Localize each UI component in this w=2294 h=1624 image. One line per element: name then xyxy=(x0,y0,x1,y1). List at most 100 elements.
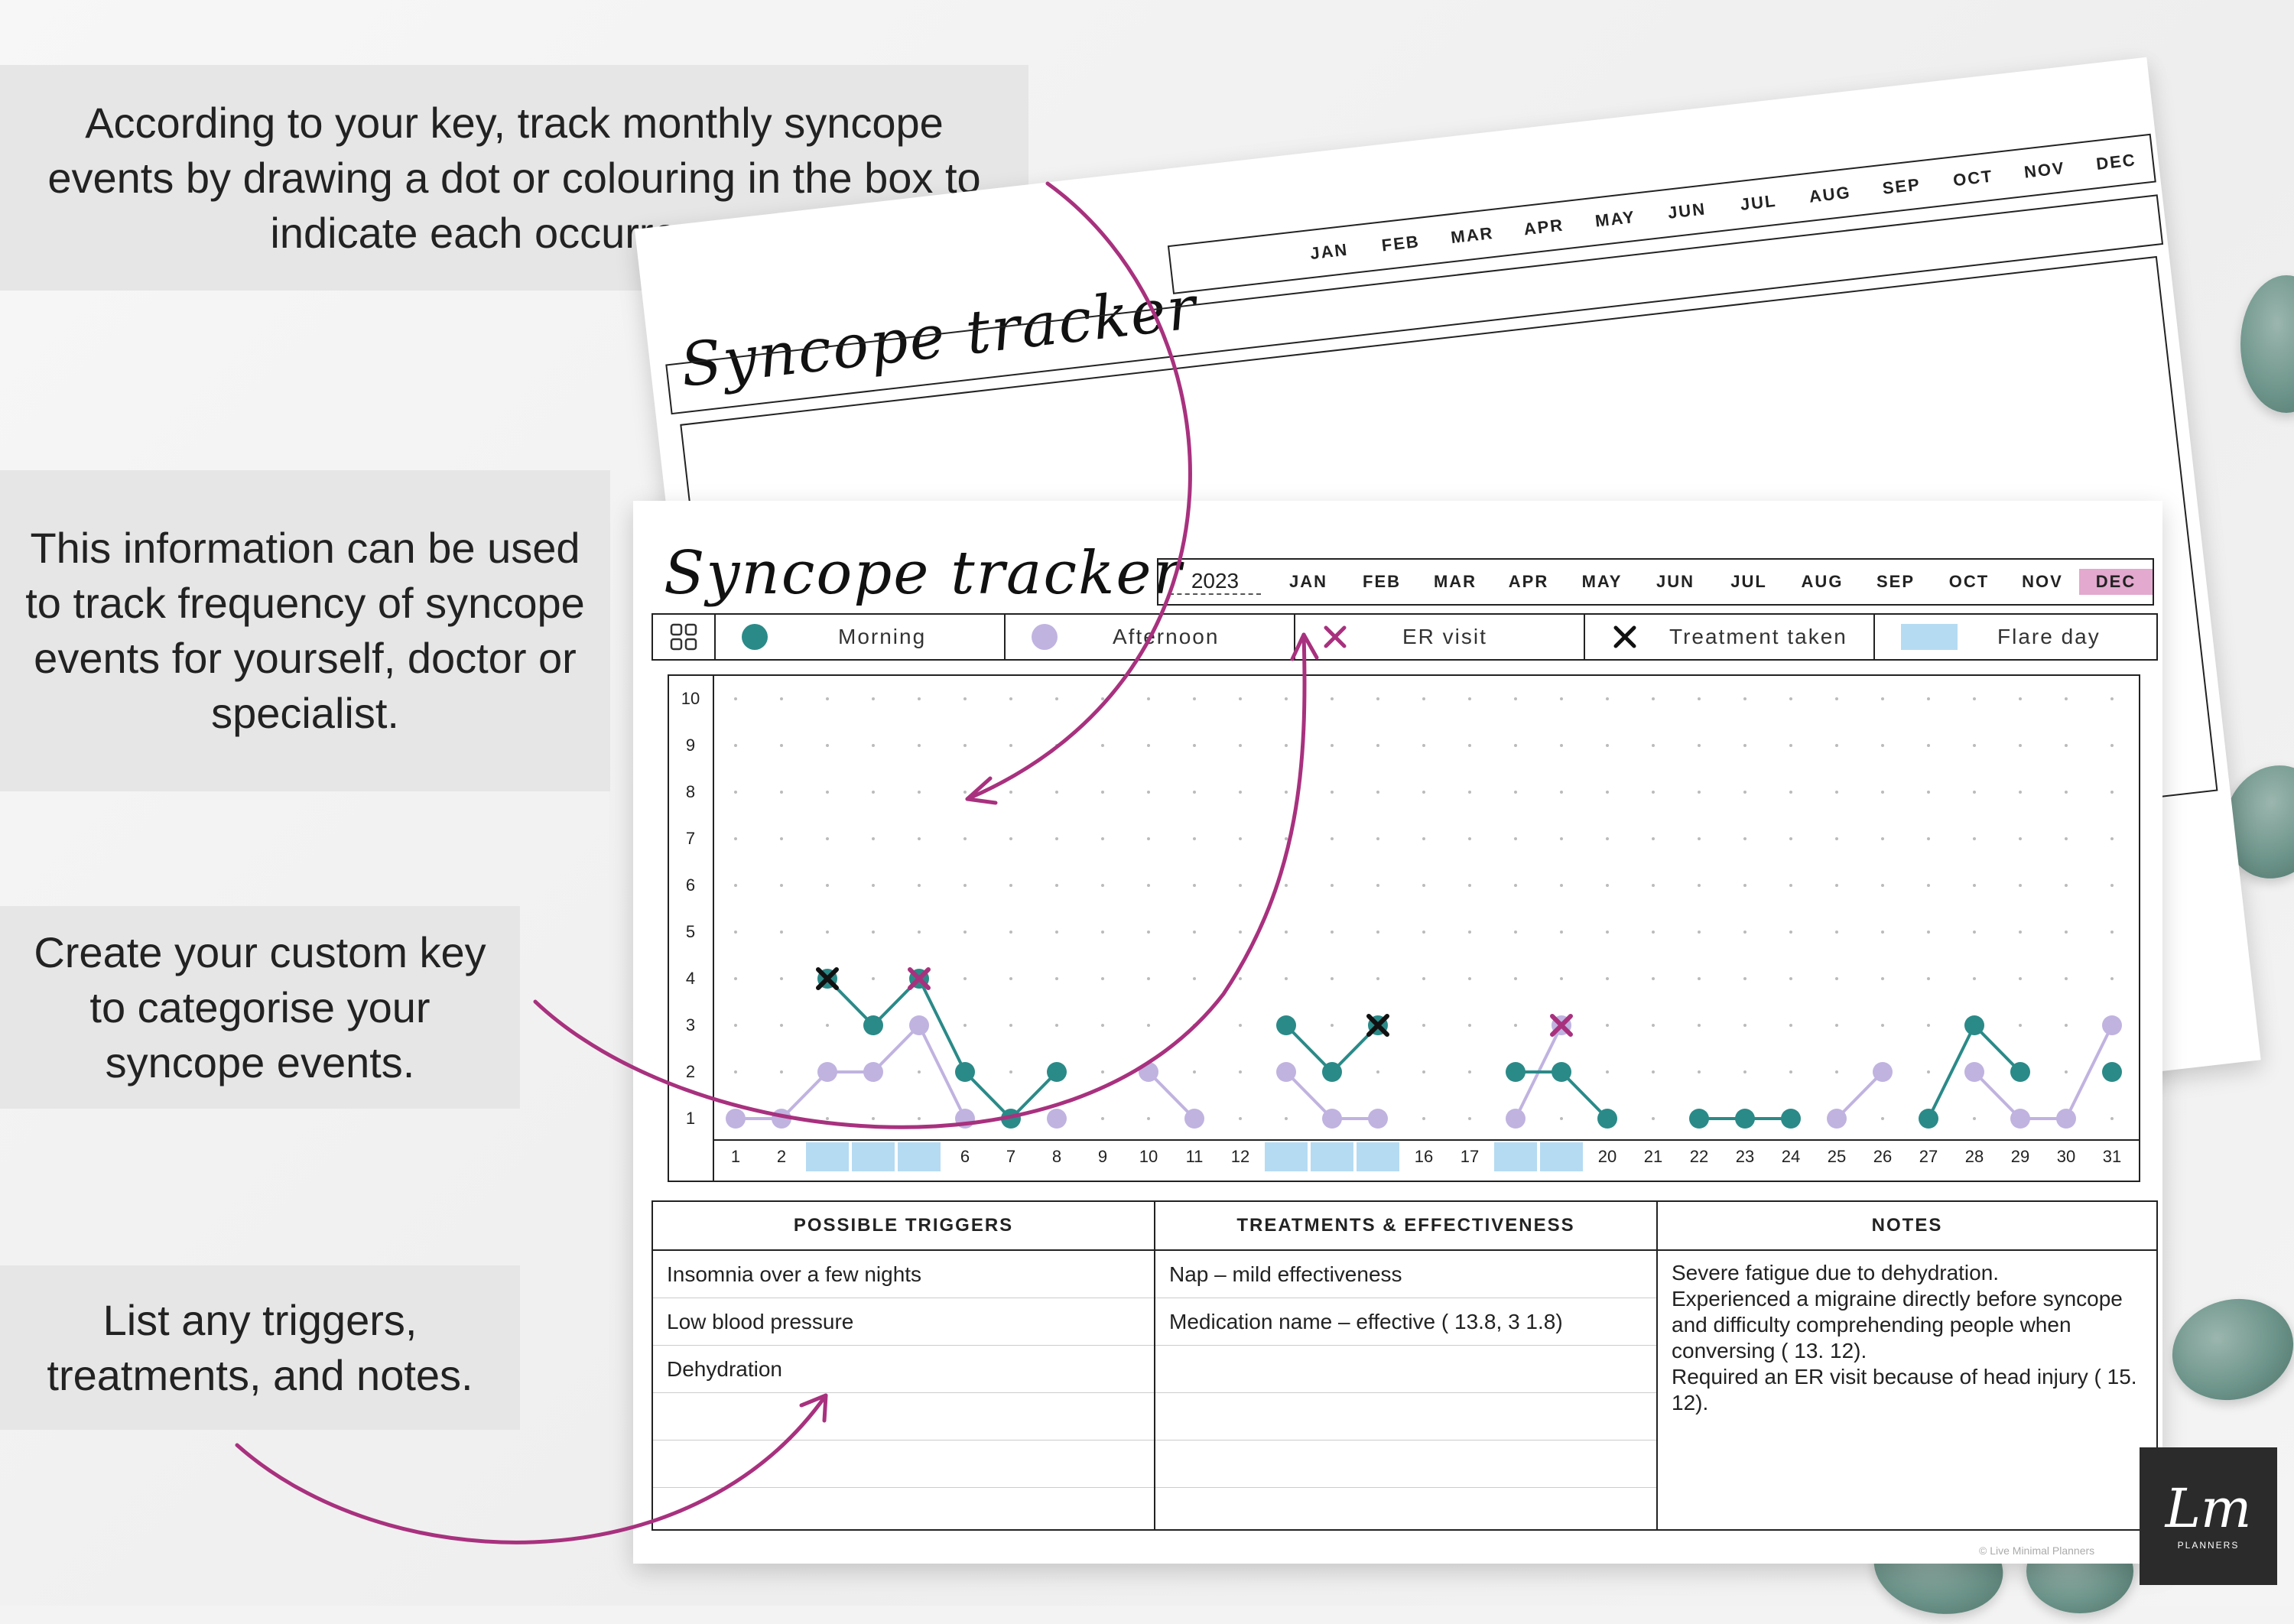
notes-text[interactable]: Severe fatigue due to dehydration. Exper… xyxy=(1672,1261,2137,1415)
grid-dot xyxy=(1927,791,1930,794)
grid-dot xyxy=(918,931,921,934)
grid-dot xyxy=(1789,697,1792,700)
trigger-row[interactable] xyxy=(653,1393,1154,1440)
grid-dot xyxy=(1376,791,1379,794)
y-tick-label: 7 xyxy=(685,829,696,848)
grid-dot xyxy=(1835,931,1838,934)
grid-dot xyxy=(1652,837,1655,840)
grid-dot xyxy=(1743,884,1746,887)
grid-dot xyxy=(2019,744,2022,747)
grid-dot xyxy=(1606,791,1609,794)
y-tick-label: 9 xyxy=(685,736,696,755)
grid-dot xyxy=(2019,977,2022,980)
legend-grid-cell xyxy=(653,615,716,659)
morning-point xyxy=(1597,1109,1617,1129)
treatment-row[interactable] xyxy=(1155,1346,1656,1393)
grid-dot xyxy=(734,744,737,747)
grid-icon xyxy=(670,623,697,651)
trigger-row[interactable]: Low blood pressure xyxy=(653,1298,1154,1346)
trigger-row[interactable]: Insomnia over a few nights xyxy=(653,1251,1154,1298)
grid-dot xyxy=(1331,837,1334,840)
afternoon-point xyxy=(2056,1109,2076,1129)
grid-dot xyxy=(1927,1024,1930,1027)
grid-dot xyxy=(2065,1070,2068,1073)
months-row: 2023 JAN FEB MAR APR MAY JUN JUL AUG SEP… xyxy=(1157,558,2154,606)
treatment-row[interactable]: Nap – mild effectiveness xyxy=(1155,1251,1656,1298)
grid-dot xyxy=(1239,1117,1242,1120)
grid-dot xyxy=(1101,977,1104,980)
arrow-head xyxy=(965,776,998,805)
month-nov[interactable]: NOV xyxy=(2022,572,2063,591)
grid-dot xyxy=(963,697,967,700)
grid-dot xyxy=(1009,791,1012,794)
grid-dot xyxy=(2110,931,2114,934)
grid-dot xyxy=(1101,1117,1104,1120)
grid-dot xyxy=(1835,744,1838,747)
afternoon-point xyxy=(1964,1062,1984,1082)
grid-dot xyxy=(1422,884,1425,887)
legend-flare: Flare day xyxy=(1875,615,2156,659)
grid-dot xyxy=(1698,697,1701,700)
month-sep[interactable]: SEP xyxy=(1876,572,1915,591)
brand-logo: Lm PLANNERS xyxy=(2140,1447,2277,1585)
month-dec-selected[interactable]: DEC xyxy=(2079,569,2153,595)
grid-dot xyxy=(963,791,967,794)
grid-dot xyxy=(2019,931,2022,934)
day-label: 9 xyxy=(1097,1147,1108,1166)
month-oct[interactable]: OCT xyxy=(1948,572,1990,591)
grid-dot xyxy=(1285,697,1288,700)
grid-dot xyxy=(1285,1117,1288,1120)
month-aug[interactable]: AUG xyxy=(1801,572,1844,591)
grid-dot xyxy=(780,791,783,794)
grid-dot xyxy=(963,977,967,980)
grid-dot xyxy=(2019,791,2022,794)
grid-dot xyxy=(826,744,829,747)
morning-point xyxy=(863,1015,883,1035)
grid-dot xyxy=(1789,884,1792,887)
notes-table: POSSIBLE TRIGGERS Insomnia over a few ni… xyxy=(651,1200,2158,1531)
day-label: 23 xyxy=(1735,1147,1755,1166)
month-jan[interactable]: JAN xyxy=(1288,572,1327,591)
month-jun[interactable]: JUN xyxy=(1656,572,1695,591)
grid-dot xyxy=(1239,1024,1242,1027)
day-label: 28 xyxy=(1964,1147,1984,1166)
day-label: 17 xyxy=(1460,1147,1480,1166)
grid-dot xyxy=(1331,884,1334,887)
grid-dot xyxy=(1835,837,1838,840)
grid-dot xyxy=(2065,931,2068,934)
grid-dot xyxy=(1606,697,1609,700)
grid-dot xyxy=(1743,977,1746,980)
afternoon-point xyxy=(1506,1109,1526,1129)
month-apr[interactable]: APR xyxy=(1508,572,1549,591)
treatment-row[interactable]: Medication name – effective ( 13.8, 3 1.… xyxy=(1155,1298,1656,1346)
er-visit-mark xyxy=(1550,1014,1573,1037)
grid-dot xyxy=(1835,697,1838,700)
day-label: 2 xyxy=(776,1147,787,1166)
grid-dot xyxy=(1698,1070,1701,1073)
grid-dot xyxy=(1239,744,1242,747)
grid-dot xyxy=(1560,744,1563,747)
month-jul[interactable]: JUL xyxy=(1730,572,1767,591)
year-field[interactable]: 2023 xyxy=(1169,569,1261,595)
grid-dot xyxy=(1331,697,1334,700)
treatment-row[interactable] xyxy=(1155,1393,1656,1440)
morning-point xyxy=(2010,1062,2030,1082)
grid-dot xyxy=(872,931,875,934)
day-label: 29 xyxy=(2010,1147,2030,1166)
copyright-footer: © Live Minimal Planners xyxy=(1979,1544,2095,1557)
morning-point xyxy=(1919,1109,1938,1129)
y-tick-label: 3 xyxy=(685,1015,696,1034)
grid-dot xyxy=(2110,1117,2114,1120)
month-mar[interactable]: MAR xyxy=(1433,572,1477,591)
grid-dot xyxy=(826,884,829,887)
trigger-row[interactable] xyxy=(653,1440,1154,1488)
trigger-row[interactable]: Dehydration xyxy=(653,1346,1154,1393)
triggers-column: POSSIBLE TRIGGERS Insomnia over a few ni… xyxy=(653,1202,1155,1529)
month-feb[interactable]: FEB xyxy=(1363,572,1401,591)
grid-dot xyxy=(1881,744,1884,747)
month-may[interactable]: MAY xyxy=(1581,572,1623,591)
treatment-row[interactable] xyxy=(1155,1440,1656,1488)
grid-dot xyxy=(1239,837,1242,840)
tracker-sheet: Syncope tracker 2023 JAN FEB MAR APR MAY… xyxy=(633,501,2162,1564)
grid-dot xyxy=(1331,977,1334,980)
